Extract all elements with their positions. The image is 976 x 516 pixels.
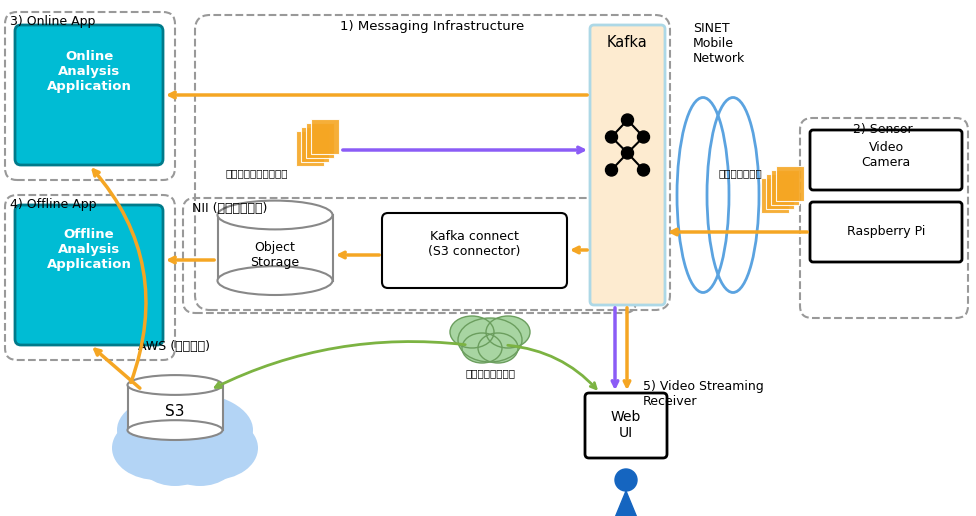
Circle shape (622, 147, 633, 159)
Ellipse shape (112, 416, 202, 480)
Bar (301, 126, 329, 162)
FancyBboxPatch shape (382, 213, 567, 288)
Ellipse shape (128, 420, 223, 440)
Ellipse shape (218, 266, 333, 295)
FancyBboxPatch shape (810, 130, 962, 190)
Text: Object
Storage: Object Storage (251, 241, 300, 269)
Bar (311, 119, 339, 153)
Text: Kafka connect
(S3 connector): Kafka connect (S3 connector) (427, 230, 520, 258)
Text: AWS (クラウド): AWS (クラウド) (138, 340, 210, 353)
Circle shape (622, 114, 633, 126)
Circle shape (605, 164, 618, 176)
Text: Video
Camera: Video Camera (862, 141, 911, 169)
Text: 処理済動画データ: 処理済動画データ (465, 368, 515, 378)
Text: Web
UI: Web UI (611, 410, 641, 440)
Bar (766, 173, 794, 208)
Bar (306, 122, 334, 157)
Ellipse shape (218, 201, 333, 230)
Circle shape (615, 469, 637, 491)
Ellipse shape (478, 333, 518, 363)
FancyBboxPatch shape (15, 25, 163, 165)
Bar (776, 166, 804, 201)
Ellipse shape (162, 430, 238, 486)
Bar (128, 385, 223, 430)
Ellipse shape (128, 375, 223, 395)
Text: SINET
Mobile
Network: SINET Mobile Network (693, 22, 746, 65)
Text: S3: S3 (165, 405, 184, 420)
Ellipse shape (462, 333, 502, 363)
Text: Kafka: Kafka (607, 35, 648, 50)
Ellipse shape (486, 316, 530, 348)
Text: Offline
Analysis
Application: Offline Analysis Application (47, 228, 132, 271)
Text: 3) Online App: 3) Online App (10, 15, 96, 28)
Bar (771, 169, 799, 204)
Ellipse shape (137, 430, 213, 486)
Circle shape (637, 131, 649, 143)
Ellipse shape (117, 392, 253, 468)
Text: 4) Offline App: 4) Offline App (10, 198, 97, 211)
Text: 2) Sensor: 2) Sensor (853, 123, 913, 136)
Ellipse shape (450, 316, 494, 348)
Circle shape (605, 131, 618, 143)
Bar (761, 178, 789, 213)
Bar (296, 131, 324, 166)
Circle shape (637, 164, 649, 176)
Text: Raspberry Pi: Raspberry Pi (847, 225, 925, 238)
Ellipse shape (168, 416, 258, 480)
Text: 画像ストリーム: 画像ストリーム (718, 168, 762, 178)
Text: Online
Analysis
Application: Online Analysis Application (47, 50, 132, 93)
FancyBboxPatch shape (585, 393, 667, 458)
Text: 1) Messaging Infrastructure: 1) Messaging Infrastructure (340, 20, 524, 33)
FancyBboxPatch shape (810, 202, 962, 262)
Ellipse shape (458, 318, 522, 362)
FancyBboxPatch shape (590, 25, 665, 305)
Bar (218, 215, 333, 281)
Polygon shape (612, 491, 640, 516)
Text: 5) Video Streaming
Receiver: 5) Video Streaming Receiver (643, 380, 764, 408)
Text: 処理済画像ストリーム: 処理済画像ストリーム (225, 168, 288, 178)
FancyBboxPatch shape (15, 205, 163, 345)
Text: NII (オンプレミス): NII (オンプレミス) (192, 202, 267, 215)
